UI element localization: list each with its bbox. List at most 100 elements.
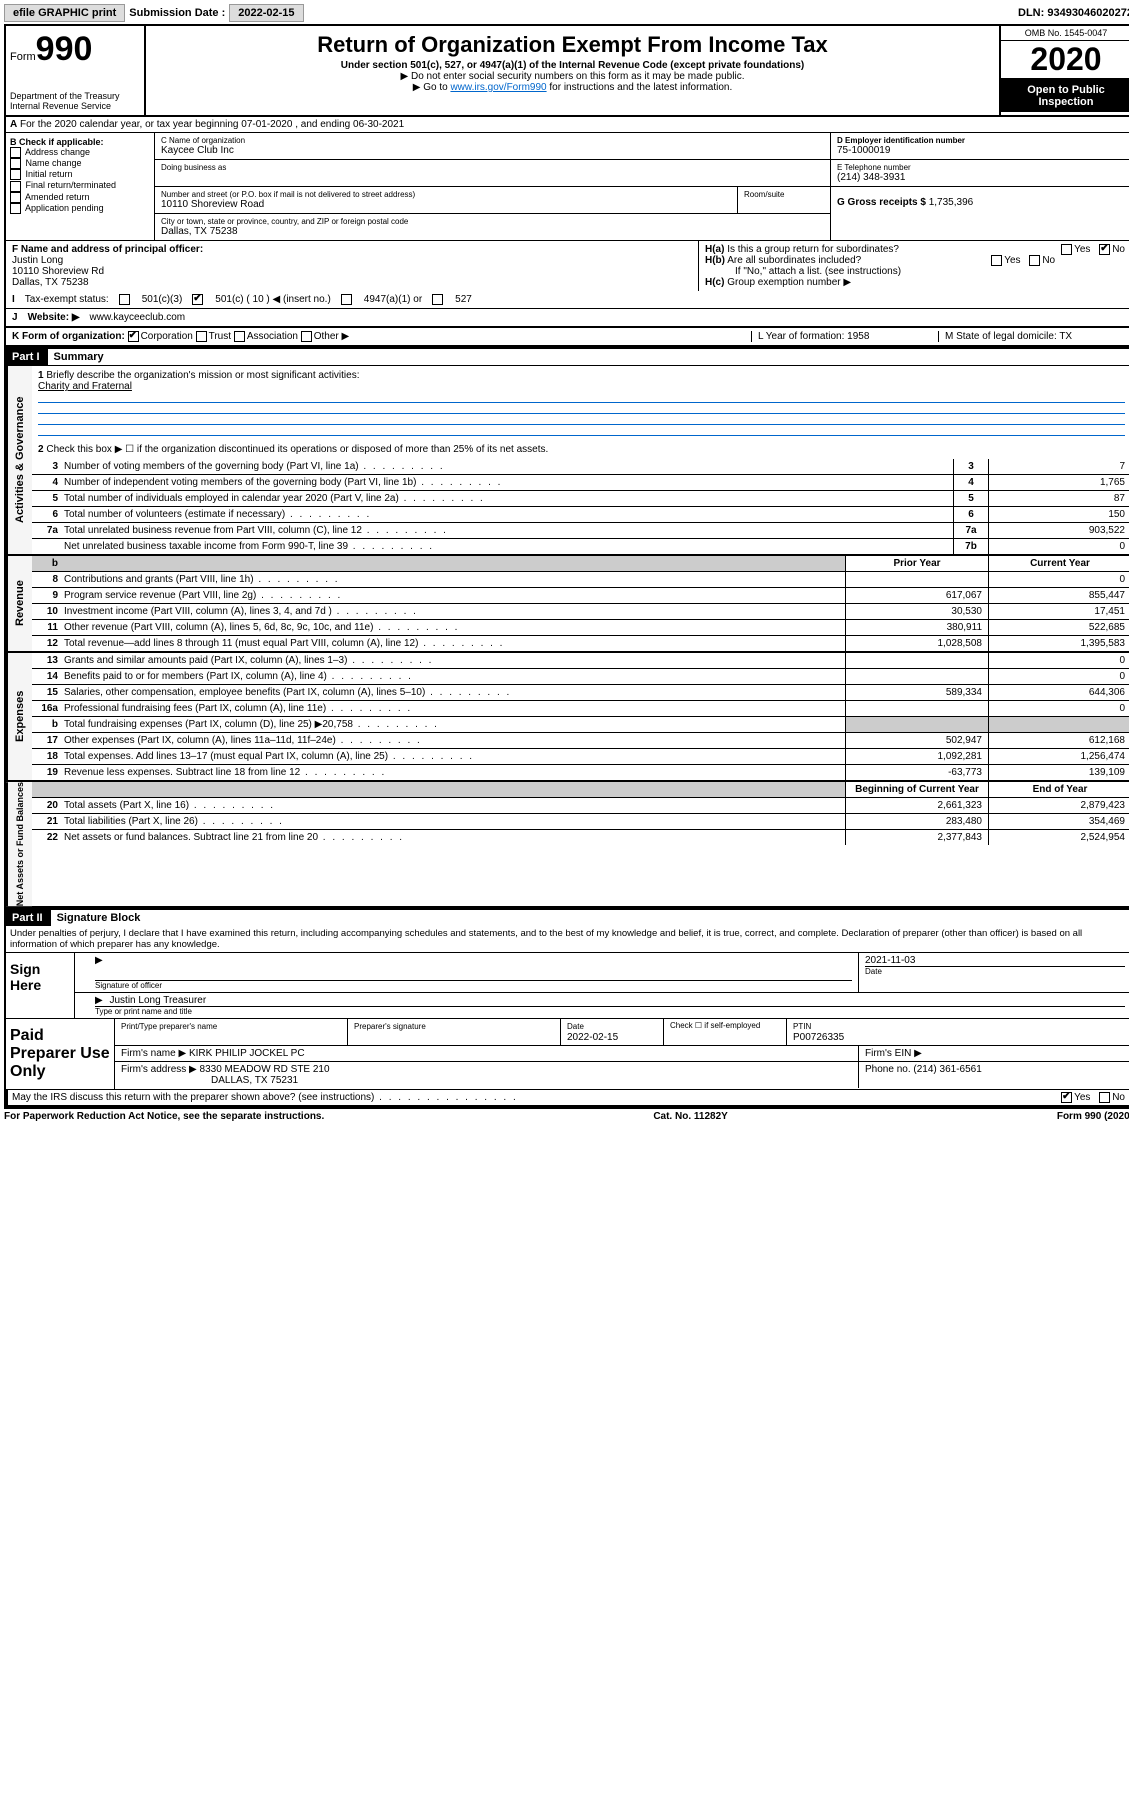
box-b-checkbox[interactable]	[10, 169, 21, 180]
part1-header-row: Part I Summary	[4, 347, 1129, 365]
irs-link[interactable]: www.irs.gov/Form990	[450, 82, 546, 93]
table-row: 5Total number of individuals employed in…	[32, 491, 1129, 507]
firm-phone: (214) 361-6561	[913, 1064, 981, 1075]
note-link: ▶ Go to www.irs.gov/Form990 for instruct…	[150, 82, 995, 93]
table-row: 9Program service revenue (Part VIII, lin…	[32, 588, 1129, 604]
ein-value: 75-1000019	[837, 145, 1125, 156]
tax-status-label: Tax-exempt status:	[25, 294, 109, 305]
table-row: 4Number of independent voting members of…	[32, 475, 1129, 491]
box-b-checkbox[interactable]	[10, 192, 21, 203]
city-label: City or town, state or province, country…	[161, 217, 824, 226]
side-governance: Activities & Governance	[6, 366, 32, 554]
officer-name: Justin Long	[12, 255, 63, 266]
paperwork-notice: For Paperwork Reduction Act Notice, see …	[4, 1111, 324, 1122]
box-b-option: Final return/terminated	[10, 180, 150, 191]
table-row: 13Grants and similar amounts paid (Part …	[32, 653, 1129, 669]
form-label: Form	[10, 51, 36, 63]
box-b-title: B Check if applicable:	[10, 137, 104, 147]
501c-checkbox[interactable]	[192, 294, 203, 305]
box-b-option: Application pending	[10, 203, 150, 214]
501c3-checkbox[interactable]	[119, 294, 130, 305]
mission-text: Charity and Fraternal	[38, 381, 132, 392]
ein-label: D Employer identification number	[837, 136, 965, 145]
website-label: Website: ▶	[28, 312, 80, 323]
perjury-statement: Under penalties of perjury, I declare th…	[6, 926, 1129, 952]
part2-header-row: Part II Signature Block	[4, 908, 1129, 926]
prep-name-label: Print/Type preparer's name	[121, 1022, 217, 1031]
form-header: Form990 Department of the Treasury Inter…	[4, 24, 1129, 115]
org-name-label: C Name of organization	[161, 136, 824, 145]
box-b-checkbox[interactable]	[10, 203, 21, 214]
current-year-header: Current Year	[988, 556, 1129, 571]
table-row: 16aProfessional fundraising fees (Part I…	[32, 701, 1129, 717]
assoc-checkbox[interactable]	[234, 331, 245, 342]
table-row: 19Revenue less expenses. Subtract line 1…	[32, 765, 1129, 780]
part2-badge: Part II	[4, 910, 51, 926]
submission-label: Submission Date :	[129, 7, 225, 19]
table-row: 20Total assets (Part X, line 16)2,661,32…	[32, 798, 1129, 814]
form-org-row: K Form of organization: Corporation Trus…	[4, 327, 1129, 347]
firm-addr-label: Firm's address ▶	[121, 1064, 197, 1075]
firm-ein-label: Firm's EIN ▶	[859, 1046, 1129, 1061]
side-netassets: Net Assets or Fund Balances	[6, 782, 32, 906]
ha-no-checkbox[interactable]	[1099, 244, 1110, 255]
table-row: 14Benefits paid to or for members (Part …	[32, 669, 1129, 685]
form-org-label: K Form of organization:	[12, 331, 125, 342]
part2-title: Signature Block	[51, 910, 147, 926]
table-row: 21Total liabilities (Part X, line 26)283…	[32, 814, 1129, 830]
officer-name-title: Justin Long Treasurer	[109, 995, 206, 1006]
table-row: 15Salaries, other compensation, employee…	[32, 685, 1129, 701]
sig-officer-label: Signature of officer	[95, 980, 852, 990]
dept-label: Department of the Treasury Internal Reve…	[10, 91, 140, 111]
corp-checkbox[interactable]	[128, 331, 139, 342]
4947-checkbox[interactable]	[341, 294, 352, 305]
org-info-grid: B Check if applicable: Address change Na…	[4, 133, 1129, 240]
hb-label: Are all subordinates included?	[727, 255, 861, 266]
sig-date-label: Date	[865, 966, 1125, 976]
street: 10110 Shoreview Road	[161, 199, 731, 210]
omb-number: OMB No. 1545-0047	[1001, 26, 1129, 41]
room-label: Room/suite	[744, 190, 824, 199]
firm-addr2: DALLAS, TX 75231	[121, 1075, 298, 1086]
box-b-option: Name change	[10, 158, 150, 169]
form-title: Return of Organization Exempt From Incom…	[150, 32, 995, 58]
firm-addr1: 8330 MEADOW RD STE 210	[200, 1064, 330, 1075]
box-b-checkbox[interactable]	[10, 158, 21, 169]
discuss-no-checkbox[interactable]	[1099, 1092, 1110, 1103]
box-b-checkbox[interactable]	[10, 181, 21, 192]
gross-receipts-value: 1,735,396	[929, 197, 974, 208]
dba-label: Doing business as	[161, 163, 824, 172]
ptin-value: P00726335	[793, 1032, 844, 1043]
hc-label: Group exemption number ▶	[727, 277, 851, 288]
name-title-label: Type or print name and title	[95, 1006, 1125, 1016]
state-domicile: M State of legal domicile: TX	[938, 331, 1125, 342]
box-b-checkbox[interactable]	[10, 147, 21, 158]
prep-sig-label: Preparer's signature	[354, 1022, 426, 1031]
trust-checkbox[interactable]	[196, 331, 207, 342]
paid-preparer-label: Paid Preparer Use Only	[6, 1019, 115, 1089]
year-formation: L Year of formation: 1958	[751, 331, 938, 342]
q2-label: Check this box ▶ ☐ if the organization d…	[46, 444, 548, 455]
cat-no: Cat. No. 11282Y	[653, 1111, 727, 1122]
side-expenses: Expenses	[6, 653, 32, 780]
other-checkbox[interactable]	[301, 331, 312, 342]
firm-name-label: Firm's name ▶	[121, 1048, 186, 1059]
table-row: 12Total revenue—add lines 8 through 11 (…	[32, 636, 1129, 651]
discuss-yes-checkbox[interactable]	[1061, 1092, 1072, 1103]
phone-label: E Telephone number	[837, 163, 1125, 172]
table-row: 18Total expenses. Add lines 13–17 (must …	[32, 749, 1129, 765]
hb-yes-checkbox[interactable]	[991, 255, 1002, 266]
efile-button[interactable]: efile GRAPHIC print	[4, 4, 125, 22]
officer-addr1: 10110 Shoreview Rd	[12, 266, 104, 277]
527-checkbox[interactable]	[432, 294, 443, 305]
ha-yes-checkbox[interactable]	[1061, 244, 1072, 255]
table-row: 10Investment income (Part VIII, column (…	[32, 604, 1129, 620]
city: Dallas, TX 75238	[161, 226, 824, 237]
table-row: 22Net assets or fund balances. Subtract …	[32, 830, 1129, 845]
hb-no-checkbox[interactable]	[1029, 255, 1040, 266]
tax-year: 2020	[1001, 41, 1129, 80]
website-value: www.kayceeclub.com	[90, 312, 186, 323]
part1-badge: Part I	[4, 349, 48, 365]
table-row: Net unrelated business taxable income fr…	[32, 539, 1129, 554]
table-row: 7aTotal unrelated business revenue from …	[32, 523, 1129, 539]
